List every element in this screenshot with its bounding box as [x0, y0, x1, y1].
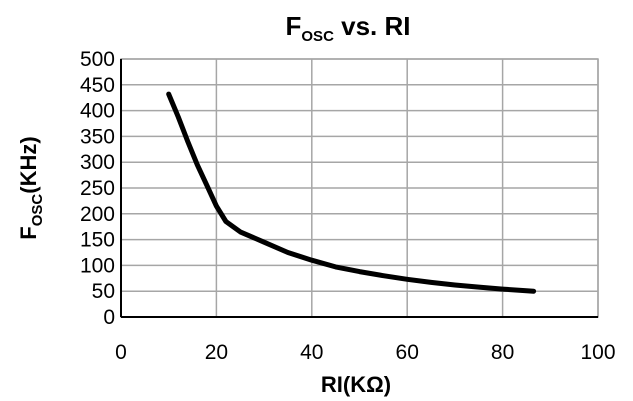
- y-axis-label: FOSC(KHz): [16, 136, 46, 239]
- y-axis-label-main: F: [16, 226, 41, 239]
- x-tick-label: 40: [300, 341, 323, 364]
- y-tick-label: 300: [80, 151, 115, 174]
- chart-title: FOSC vs. RI: [286, 11, 411, 45]
- y-tick-label: 350: [80, 125, 115, 148]
- y-tick-label: 150: [80, 229, 115, 252]
- y-axis-label-rest: (KHz): [16, 136, 41, 193]
- y-tick-label: 200: [80, 203, 115, 226]
- x-tick-label: 20: [205, 341, 228, 364]
- y-tick-label: 250: [80, 177, 115, 200]
- chart-title-sub: OSC: [301, 28, 334, 45]
- y-tick-label: 450: [80, 74, 115, 97]
- y-tick-label: 500: [80, 48, 115, 71]
- y-tick-label: 0: [103, 306, 115, 329]
- chart-title-rest: vs. RI: [334, 11, 411, 41]
- x-axis-label: RI(KΩ): [321, 372, 391, 397]
- series-line: [166, 91, 537, 294]
- x-tick-label: 80: [491, 341, 514, 364]
- series-layer: [166, 91, 537, 294]
- grid-layer: [120, 58, 599, 318]
- chart-title-main: F: [286, 11, 302, 41]
- y-tick-label: 50: [92, 280, 115, 303]
- y-tick-label: 400: [80, 100, 115, 123]
- x-tick-label: 100: [580, 341, 615, 364]
- y-tick-label: 100: [80, 254, 115, 277]
- x-tick-label: 0: [115, 341, 127, 364]
- x-tick-label: 60: [396, 341, 419, 364]
- y-axis-label-sub: OSC: [29, 194, 46, 227]
